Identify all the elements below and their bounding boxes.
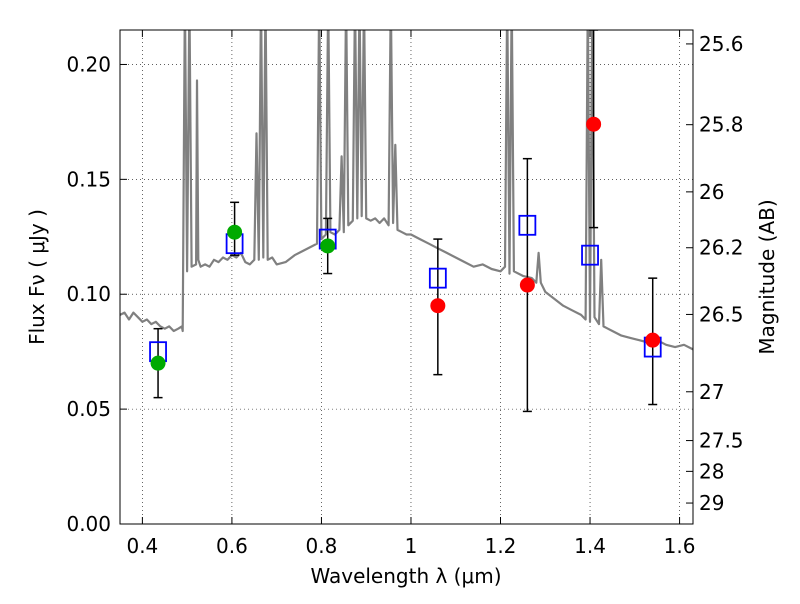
y-tick-label: 0.00	[66, 512, 111, 536]
model-photometry-square	[581, 244, 599, 266]
y-tick-label: 0.20	[66, 52, 111, 76]
observed-point-red	[430, 298, 446, 314]
y-tick-label: 0.10	[66, 282, 111, 306]
magnitude-tick-label: 25.6	[699, 32, 744, 56]
observed-point-green	[150, 355, 166, 371]
x-tick-label: 1.4	[574, 534, 606, 558]
y-tick-label: 0.05	[66, 397, 111, 421]
magnitude-axis-ticks: 25.6 25.8 26 26.2 26.5 27 27.5 28 29	[686, 32, 744, 515]
observed-point-red	[519, 277, 535, 293]
point-layer	[150, 116, 661, 371]
x-axis-label: Wavelength λ (μm)	[310, 564, 501, 588]
observed-point-red	[645, 332, 661, 348]
magnitude-tick-label: 25.8	[699, 113, 744, 137]
magnitude-tick-label: 27.5	[699, 429, 744, 453]
magnitude-tick-label: 26.5	[699, 302, 744, 326]
y-tick-label: 0.15	[66, 167, 111, 191]
magnitude-tick-label: 27	[699, 380, 724, 404]
x-tick-label: 1.2	[485, 534, 517, 558]
model-photometry-square	[428, 267, 447, 289]
magnitude-tick-label: 29	[699, 491, 724, 515]
magnitude-tick-label: 28	[699, 459, 724, 483]
x-tick-label: 1.6	[664, 534, 696, 558]
magnitude-tick-label: 26	[699, 180, 724, 204]
x-axis-ticks: 0.4 0.6 0.8 1 1.2 1.4 1.6	[126, 30, 695, 558]
observed-point-red	[586, 116, 602, 132]
magnitude-axis-label: Magnitude (AB)	[755, 199, 779, 354]
magnitude-tick-label: 26.2	[699, 236, 744, 260]
x-tick-label: 0.8	[306, 534, 338, 558]
x-tick-label: 0.6	[216, 534, 248, 558]
y-axis-ticks: 0.00 0.05 0.10 0.15 0.20	[66, 52, 127, 536]
spectrum-layer	[120, 30, 693, 351]
model-spectrum-line	[120, 30, 693, 351]
model-photometry-square	[518, 214, 537, 236]
y-axis-label: Flux Fν ( μJy )	[25, 209, 49, 345]
observed-point-green	[320, 238, 336, 254]
x-tick-label: 1	[405, 534, 418, 558]
x-tick-label: 0.4	[126, 534, 158, 558]
plot-frame	[119, 29, 694, 525]
observed-point-green	[227, 224, 243, 240]
